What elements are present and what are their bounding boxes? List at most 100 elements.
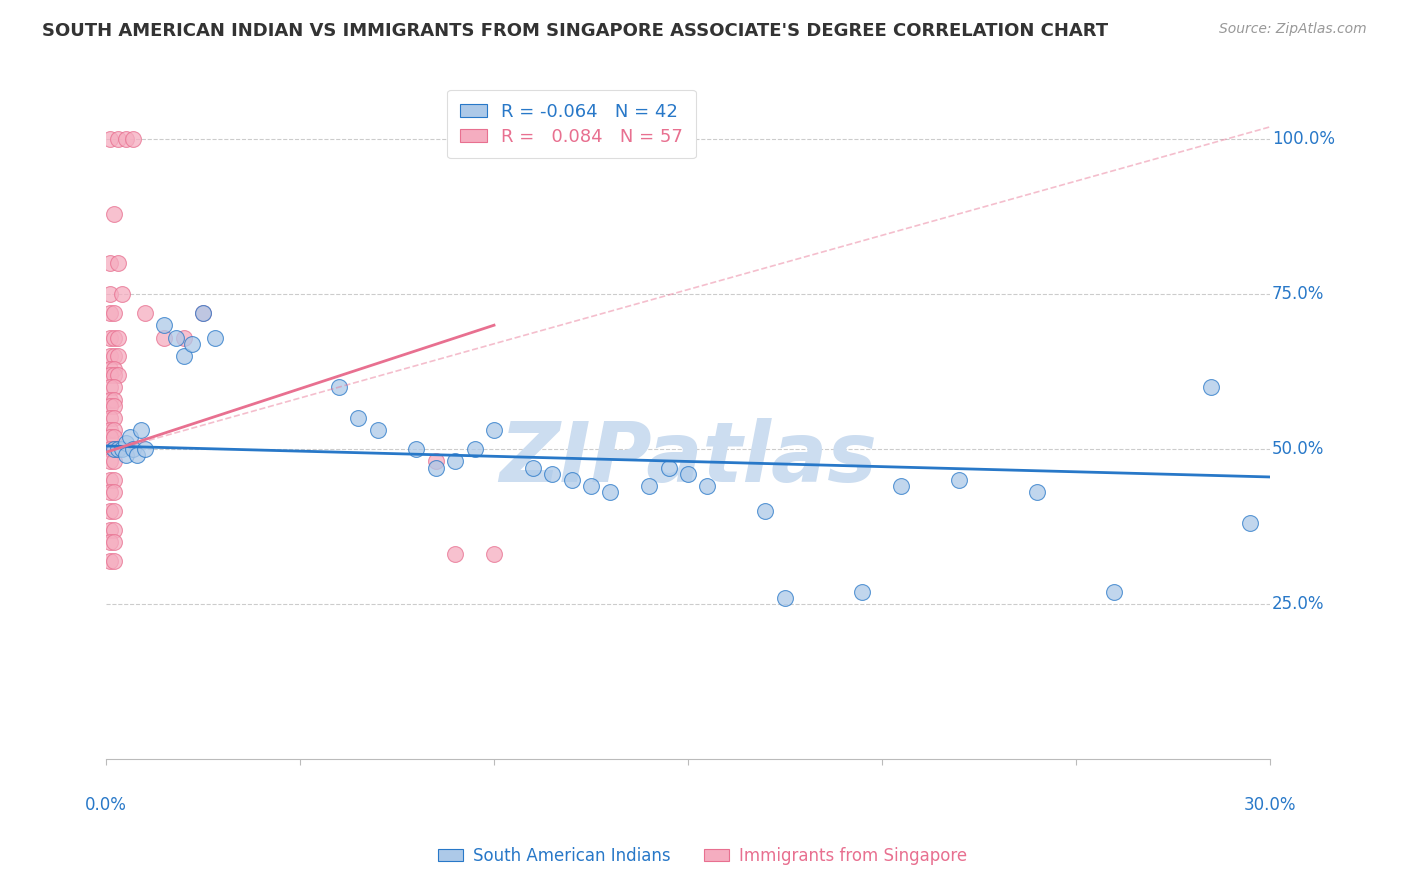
Point <box>522 460 544 475</box>
Point <box>129 424 152 438</box>
Point <box>114 132 136 146</box>
Point <box>98 132 121 146</box>
Point <box>328 380 350 394</box>
Text: 25.0%: 25.0% <box>1272 595 1324 613</box>
Point <box>153 318 176 333</box>
Point <box>98 256 121 270</box>
Point <box>98 430 121 444</box>
Point <box>114 448 136 462</box>
Point <box>122 442 145 456</box>
Point <box>98 368 121 382</box>
Point <box>118 430 141 444</box>
Point <box>98 504 121 518</box>
Text: 0.0%: 0.0% <box>86 797 127 814</box>
Point <box>103 368 125 382</box>
Point <box>134 306 156 320</box>
Point <box>657 460 679 475</box>
Point <box>103 411 125 425</box>
Point <box>98 454 121 468</box>
Point <box>127 448 149 462</box>
Point <box>165 330 187 344</box>
Point <box>107 442 129 456</box>
Point <box>98 330 121 344</box>
Point <box>425 460 447 475</box>
Point <box>180 336 202 351</box>
Point <box>541 467 564 481</box>
Point <box>103 330 125 344</box>
Point <box>103 454 125 468</box>
Point <box>482 424 505 438</box>
Point <box>103 399 125 413</box>
Point <box>561 473 583 487</box>
Point <box>464 442 486 456</box>
Point <box>103 523 125 537</box>
Point <box>103 306 125 320</box>
Point <box>103 424 125 438</box>
Point <box>98 535 121 549</box>
Point <box>444 454 467 468</box>
Point <box>1104 584 1126 599</box>
Point <box>98 361 121 376</box>
Point <box>114 436 136 450</box>
Point <box>754 504 776 518</box>
Point <box>579 479 602 493</box>
Point <box>98 287 121 301</box>
Point <box>111 287 134 301</box>
Point <box>193 306 215 320</box>
Point <box>1025 485 1047 500</box>
Text: 75.0%: 75.0% <box>1272 285 1324 303</box>
Point <box>103 380 125 394</box>
Point <box>103 535 125 549</box>
Point <box>103 392 125 407</box>
Point <box>696 479 718 493</box>
Point <box>103 430 125 444</box>
Point <box>98 380 121 394</box>
Point <box>122 132 145 146</box>
Point <box>482 548 505 562</box>
Point <box>890 479 912 493</box>
Point <box>98 392 121 407</box>
Legend: South American Indians, Immigrants from Singapore: South American Indians, Immigrants from … <box>430 838 976 873</box>
Point <box>98 485 121 500</box>
Point <box>98 411 121 425</box>
Point <box>134 442 156 456</box>
Point <box>444 548 467 562</box>
Point <box>107 349 129 363</box>
Legend: R = -0.064   N = 42, R =   0.084   N = 57: R = -0.064 N = 42, R = 0.084 N = 57 <box>447 90 696 159</box>
Point <box>1201 380 1223 394</box>
Point <box>367 424 389 438</box>
Point <box>103 207 125 221</box>
Point <box>103 361 125 376</box>
Point <box>103 553 125 567</box>
Text: 30.0%: 30.0% <box>1243 797 1296 814</box>
Text: SOUTH AMERICAN INDIAN VS IMMIGRANTS FROM SINGAPORE ASSOCIATE'S DEGREE CORRELATIO: SOUTH AMERICAN INDIAN VS IMMIGRANTS FROM… <box>42 22 1108 40</box>
Point <box>599 485 621 500</box>
Text: Source: ZipAtlas.com: Source: ZipAtlas.com <box>1219 22 1367 37</box>
Point <box>676 467 699 481</box>
Point <box>103 442 125 456</box>
Point <box>103 504 125 518</box>
Text: 50.0%: 50.0% <box>1272 440 1324 458</box>
Point <box>98 424 121 438</box>
Point <box>98 523 121 537</box>
Point <box>173 330 195 344</box>
Point <box>204 330 226 344</box>
Point <box>153 330 176 344</box>
Point <box>948 473 970 487</box>
Point <box>107 368 129 382</box>
Point <box>773 591 796 605</box>
Point <box>405 442 427 456</box>
Point <box>107 256 129 270</box>
Point <box>111 442 134 456</box>
Point <box>638 479 661 493</box>
Point <box>98 349 121 363</box>
Text: 100.0%: 100.0% <box>1272 130 1334 148</box>
Point <box>103 349 125 363</box>
Point <box>98 553 121 567</box>
Point <box>1239 516 1261 531</box>
Point <box>851 584 873 599</box>
Text: ZIPatlas: ZIPatlas <box>499 418 877 500</box>
Point <box>347 411 370 425</box>
Point <box>107 132 129 146</box>
Point <box>193 306 215 320</box>
